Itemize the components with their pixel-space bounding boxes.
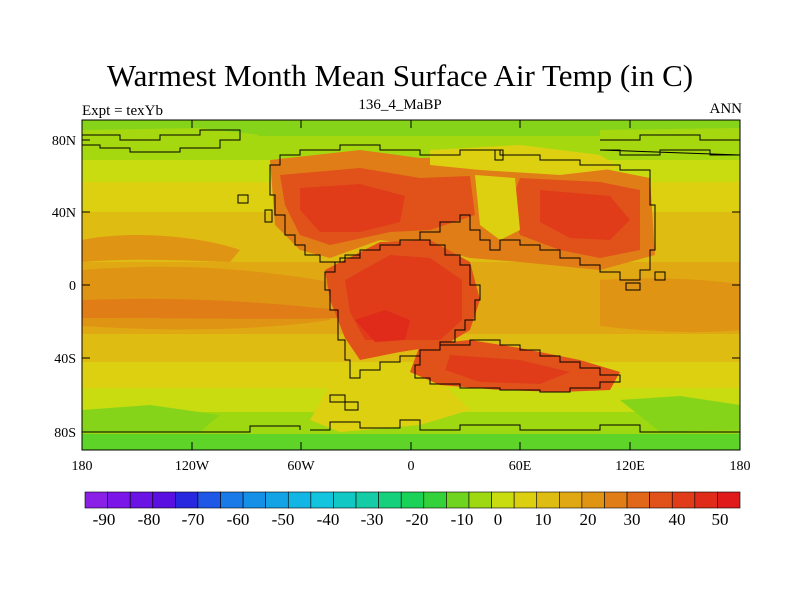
colorbar-swatch: [265, 491, 289, 509]
colorbar-swatch: [626, 491, 650, 509]
colorbar-swatch: [197, 491, 221, 509]
colorbar-swatch: [220, 491, 244, 509]
colorbar-swatch: [175, 491, 199, 509]
colorbar-swatch: [468, 491, 492, 509]
colorbar-swatch: [694, 491, 718, 509]
lat-label: 40S: [54, 352, 76, 367]
colorbar-swatch: [513, 491, 538, 509]
colorbar-swatch: [491, 491, 515, 509]
colorbar-label: -70: [182, 510, 205, 529]
lon-label: 60E: [509, 459, 532, 474]
lon-label: 180: [730, 459, 751, 474]
lon-labels: 180 120W 60W 0 60E 120E 180: [72, 459, 751, 474]
colorbar-label: 0: [494, 510, 503, 529]
colorbar-swatch: [152, 491, 176, 509]
colorbar-label: -20: [406, 510, 429, 529]
colorbar-swatch: [378, 491, 402, 509]
colorbar-swatch: [649, 491, 673, 509]
lat-label: 80N: [52, 134, 76, 149]
colorbar-swatch: [581, 491, 605, 509]
colorbar-swatch: [84, 491, 108, 509]
colorbar-label: -10: [451, 510, 474, 529]
age-label: 136_4_MaBP: [358, 97, 442, 113]
colorbar-label: -80: [138, 510, 161, 529]
lat-label: 40N: [52, 206, 76, 221]
colorbar-swatch: [310, 491, 334, 509]
colorbar-swatch: [423, 491, 447, 509]
lat-labels: 80N 40N 0 40S 80S: [52, 134, 76, 441]
colorbar-label: -30: [361, 510, 384, 529]
lat-ticks: [82, 139, 740, 433]
colorbar-label: 10: [535, 510, 552, 529]
lon-label: 120W: [175, 459, 210, 474]
colorbar-label: -50: [272, 510, 295, 529]
colorbar-swatch: [559, 491, 583, 509]
coastlines: [82, 129, 741, 433]
colorbar-swatch: [717, 491, 741, 509]
colorbar-label: 50: [712, 510, 729, 529]
lon-label: 180: [72, 459, 93, 474]
colorbar-label: -40: [317, 510, 340, 529]
colorbar-swatch: [242, 491, 266, 509]
period-label: ANN: [709, 101, 743, 117]
lon-label: 0: [408, 459, 415, 474]
colorbar-swatch: [355, 491, 379, 509]
lat-label: 0: [69, 279, 76, 294]
colorbar-swatch: [129, 491, 154, 509]
lon-label: 60W: [287, 459, 315, 474]
colorbar-label: 40: [669, 510, 686, 529]
colorbar-labels: -90 -80 -70 -60 -50 -40 -30 -20 -10 0 10…: [93, 510, 729, 529]
colorbar-swatch: [671, 491, 696, 509]
colorbar-label: -90: [93, 510, 116, 529]
experiment-label: Expt = texYb: [82, 103, 163, 119]
colorbar-label: 20: [580, 510, 597, 529]
colorbar-swatch: [333, 491, 357, 509]
colorbar-swatch: [446, 491, 470, 509]
lon-ticks: [191, 120, 631, 450]
plot-title: Warmest Month Mean Surface Air Temp (in …: [106, 58, 694, 93]
colorbar-swatch: [107, 491, 131, 509]
colorbar: [84, 491, 741, 509]
colorbar-swatch: [287, 491, 312, 509]
colorbar-label: 30: [624, 510, 641, 529]
lon-label: 120E: [615, 459, 645, 474]
colorbar-label: -60: [227, 510, 250, 529]
lat-label: 80S: [54, 426, 76, 441]
colorbar-swatch: [604, 491, 628, 509]
colorbar-swatch: [536, 491, 560, 509]
colorbar-swatch: [400, 491, 425, 509]
